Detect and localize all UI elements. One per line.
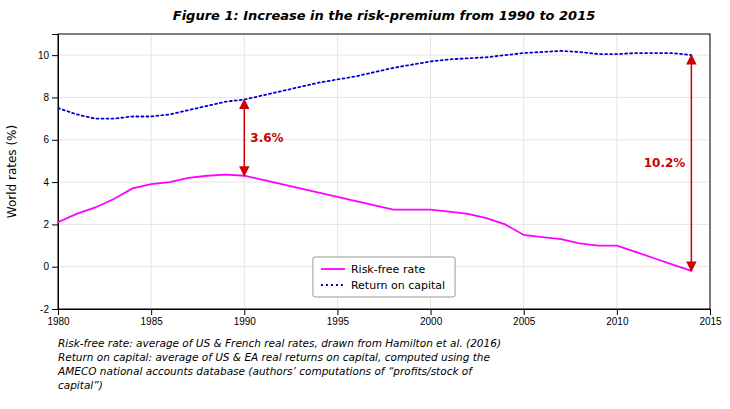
tick: 10 — [38, 50, 58, 61]
legend-label: Return on capital — [351, 279, 445, 292]
tick: 6 — [43, 134, 58, 145]
tick-mark — [52, 55, 58, 56]
annotation-label: 3.6% — [250, 131, 283, 145]
tick-mark — [52, 140, 58, 141]
tick: -2 — [40, 304, 58, 315]
tick: 2 — [43, 219, 58, 230]
grid-line-x — [523, 34, 524, 309]
tick-mark — [244, 309, 245, 315]
title: Figure 1: Increase in the risk-premium f… — [173, 8, 596, 23]
tick-mark — [52, 309, 58, 310]
tick: 2000 — [420, 309, 443, 327]
tick: 2005 — [513, 309, 536, 327]
caption-line: AMECO national accounts database (author… — [57, 365, 474, 377]
y-axis-title: World rates (%) — [5, 125, 19, 218]
tick-label: 10 — [38, 50, 50, 61]
tick-label: 2 — [43, 219, 49, 230]
caption: Risk-free rate: average of US & French r… — [57, 337, 501, 391]
tick-label: 2015 — [699, 316, 722, 327]
tick: 0 — [43, 261, 58, 272]
lines — [58, 51, 691, 271]
legend: Risk-free rate Return on capital — [313, 257, 455, 297]
tick-label: 1995 — [327, 316, 350, 327]
tick-mark — [52, 182, 58, 183]
tick-label: -2 — [40, 304, 49, 315]
chart: 1980 1985 1990 1995 2000 2005 2010 2015 -2 0 2 4 6 8 1… — [0, 0, 730, 409]
tick-mark — [151, 309, 152, 315]
tick-label: 1985 — [141, 316, 164, 327]
grid-line-y — [58, 182, 710, 183]
tick-mark — [617, 309, 618, 315]
plot-frame — [58, 34, 710, 309]
grid-line-x — [151, 34, 152, 309]
tick: 2015 — [699, 309, 722, 327]
annotation-label: 10.2% — [644, 156, 686, 170]
tick-label: 2010 — [606, 316, 629, 327]
tick-label: 6 — [43, 134, 49, 145]
tick-mark — [710, 309, 711, 315]
tick: 1990 — [234, 309, 257, 327]
tick: 1985 — [141, 309, 164, 327]
grid-line-y — [58, 97, 710, 98]
tick-mark — [337, 309, 338, 315]
tick-mark — [431, 309, 432, 315]
legend-swatch — [321, 284, 345, 286]
tick-label: 2005 — [513, 316, 536, 327]
tick-label: 0 — [43, 261, 49, 272]
legend-box — [313, 257, 455, 297]
tick-mark — [524, 309, 525, 315]
annotation-arrow — [244, 100, 246, 176]
tick: 1980 — [47, 309, 70, 327]
legend-item: Return on capital — [321, 279, 445, 292]
grid-line-y — [58, 224, 710, 225]
x-axis-line — [59, 310, 711, 316]
tick-label: 1990 — [234, 316, 257, 327]
series-line — [58, 175, 691, 271]
caption-line: Return on capital: average of US & EA re… — [58, 351, 490, 363]
tick-mark — [52, 267, 58, 268]
x-axis: 1980 1985 1990 1995 2000 2005 2010 2015 — [47, 309, 722, 327]
y-axis: -2 0 2 4 6 8 10 — [38, 35, 59, 315]
tick-mark — [52, 97, 58, 98]
plot-area: 1980 1985 1990 1995 2000 2005 2010 2015 -2 0 2 4 6 8 1… — [38, 34, 722, 327]
legend-item: Risk-free rate — [321, 263, 426, 276]
tick-mark — [52, 224, 58, 225]
annotations: 3.6% 10.2% — [244, 55, 691, 271]
tick-label: 1980 — [47, 316, 70, 327]
grid — [58, 34, 710, 309]
annotation-arrow — [691, 55, 693, 271]
legend-swatch — [321, 268, 345, 270]
caption-line: capital”) — [58, 379, 103, 391]
legend-label: Risk-free rate — [351, 263, 426, 276]
tick: 4 — [43, 177, 58, 188]
tick-label: 8 — [43, 92, 49, 103]
tick: 1995 — [327, 309, 350, 327]
grid-line-x — [244, 34, 245, 309]
series-line — [58, 51, 691, 119]
tick-label: 2000 — [420, 316, 443, 327]
grid-line-x — [616, 34, 617, 309]
tick: 2010 — [606, 309, 629, 327]
tick-label: 4 — [43, 177, 49, 188]
grid-line-y — [58, 139, 710, 140]
tick: 8 — [43, 92, 58, 103]
caption-line: Risk-free rate: average of US & French r… — [58, 337, 501, 349]
